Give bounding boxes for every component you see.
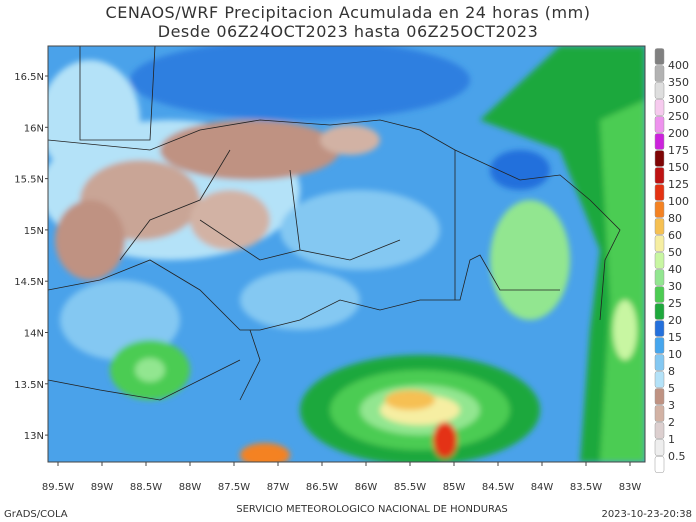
lat-label: 15.5N (14, 175, 44, 186)
axes: 16.5N 16N 15.5N 15N 14.5N 14N 13.5N 13N 89.5W 89W… (14, 72, 641, 493)
colorbar-label: 2 (668, 416, 675, 429)
colorbar-box (654, 133, 665, 150)
lat-label: 16.5N (14, 72, 44, 83)
lon-label: 83.5W (570, 482, 602, 493)
colorbar-box (654, 337, 665, 354)
colorbar-label: 8 (668, 365, 675, 378)
colorbar-label: 100 (668, 195, 689, 208)
colorbar-box (654, 184, 665, 201)
colorbar-box (654, 116, 665, 133)
map-frame (47, 45, 646, 463)
lat-label: 15N (24, 226, 44, 237)
colorbar-label: 0.5 (668, 450, 686, 463)
colorbar-label: 10 (668, 348, 682, 361)
colorbar-label: 40 (668, 263, 682, 276)
colorbar: 0.5 1 2 3 5 8 10 15 20 25 30 40 50 60 80 100 125 150 175 20… (654, 48, 689, 473)
colorbar-label: 3 (668, 399, 675, 412)
footer-left: GrADS/COLA (4, 509, 68, 520)
colorbar-label: 400 (668, 59, 689, 72)
lon-label: 88W (179, 482, 202, 493)
colorbar-label: 60 (668, 229, 682, 242)
boundaries (48, 46, 621, 401)
colorbar-box (654, 235, 665, 252)
colorbar-box (654, 150, 665, 167)
colorbar-box (654, 48, 665, 65)
colorbar-box (654, 269, 665, 286)
colorbar-box (654, 201, 665, 218)
colorbar-label: 250 (668, 110, 689, 123)
colorbar-label: 80 (668, 212, 682, 225)
lat-label: 13N (24, 431, 44, 442)
footer-center: SERVICIO METEOROLOGICO NACIONAL DE HONDU… (236, 504, 508, 515)
lon-label: 84.5W (482, 482, 514, 493)
colorbar-box (654, 388, 665, 405)
colorbar-box (654, 252, 665, 269)
colorbar-label: 1 (668, 433, 675, 446)
colorbar-box (654, 286, 665, 303)
footer-right: 2023-10-23-20:38 (601, 509, 692, 520)
colorbar-label: 20 (668, 314, 682, 327)
colorbar-label: 350 (668, 76, 689, 89)
colorbar-box (654, 82, 665, 99)
lat-label: 14.5N (14, 277, 44, 288)
subtitle: Desde 06Z24OCT2023 hasta 06Z25OCT2023 (158, 22, 539, 41)
lon-label: 89W (91, 482, 114, 493)
lon-label: 86W (355, 482, 378, 493)
colorbar-label: 125 (668, 178, 689, 191)
colorbar-box (654, 303, 665, 320)
lon-label: 86.5W (306, 482, 338, 493)
colorbar-box (654, 422, 665, 439)
title: CENAOS/WRF Precipitacion Acumulada en 24… (106, 3, 591, 22)
colorbar-label: 150 (668, 161, 689, 174)
colorbar-box (654, 99, 665, 116)
lon-label: 84W (531, 482, 554, 493)
precipitation-field (48, 46, 645, 462)
lon-label: 89.5W (42, 482, 74, 493)
lon-label: 85.5W (394, 482, 426, 493)
colorbar-box (654, 456, 665, 473)
colorbar-label: 25 (668, 297, 682, 310)
colorbar-box (654, 354, 665, 371)
colorbar-box (654, 439, 665, 456)
colorbar-label: 30 (668, 280, 682, 293)
colorbar-label: 50 (668, 246, 682, 259)
lon-label: 83W (619, 482, 642, 493)
colorbar-box (654, 405, 665, 422)
lat-label: 13.5N (14, 380, 44, 391)
colorbar-box (654, 320, 665, 337)
colorbar-label: 175 (668, 144, 689, 157)
colorbar-label: 15 (668, 331, 682, 344)
colorbar-box (654, 167, 665, 184)
colorbar-label: 200 (668, 127, 689, 140)
lon-label: 87W (267, 482, 290, 493)
lon-label: 88.5W (130, 482, 162, 493)
lon-label: 87.5W (218, 482, 250, 493)
lat-label: 14N (24, 329, 44, 340)
lon-label: 85W (443, 482, 466, 493)
colorbar-box (654, 371, 665, 388)
lat-label: 16N (24, 123, 44, 134)
colorbar-box (654, 218, 665, 235)
colorbar-box (654, 65, 665, 82)
colorbar-label: 5 (668, 382, 675, 395)
colorbar-label: 300 (668, 93, 689, 106)
